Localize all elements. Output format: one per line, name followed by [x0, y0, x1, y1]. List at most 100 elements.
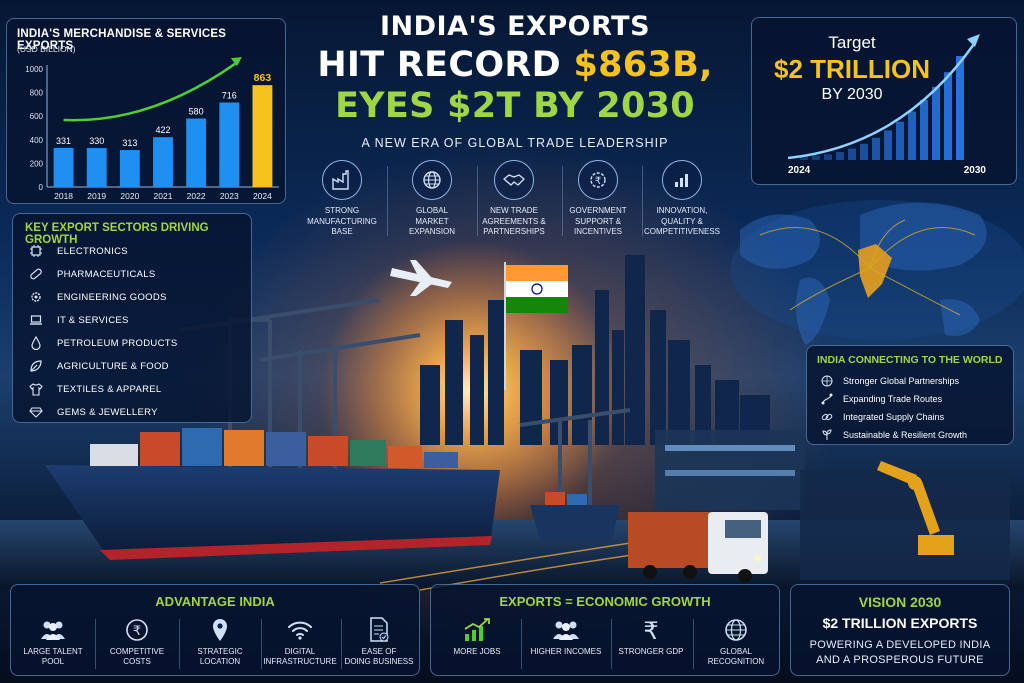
handshake-icon: [494, 160, 534, 200]
chart-title: INDIA'S MERCHANDISE & SERVICES EXPORTS: [17, 28, 227, 52]
growth-bar: [824, 154, 832, 160]
shirt-icon: [27, 380, 45, 398]
pillar-label: INCENTIVES: [573, 227, 622, 236]
x-tick-label: 2022: [187, 191, 206, 201]
growth-bar: [896, 121, 904, 160]
pillar-label: MANUFACTURING: [307, 216, 377, 226]
sectors-title: KEY EXPORT SECTORS DRIVING GROWTH: [25, 222, 209, 246]
svg-text:₹: ₹: [643, 617, 658, 643]
target-panel: Target $2 TRILLION BY 2030 2024 2030: [751, 17, 1017, 185]
economic-label: MORE JOBS: [453, 647, 501, 656]
x-tick-label: 2024: [253, 191, 272, 201]
chart-unit-label: (USD BILLION): [17, 44, 76, 54]
pillar-label: STRONG: [324, 206, 360, 215]
globe-icon: [695, 615, 777, 645]
connecting-item: Stronger Global Partnerships: [821, 375, 959, 387]
pillar-label: MARKET: [415, 216, 449, 226]
x-tick-label: 2021: [154, 191, 173, 201]
x-tick-label: 2023: [220, 191, 239, 201]
advantage-item: STRATEGIC LOCATION: [181, 615, 259, 667]
connecting-label: Expanding Trade Routes: [843, 394, 943, 404]
target-amount: $2 TRILLION: [773, 54, 930, 84]
vision-2030-panel: VISION 2030 $2 TRILLION EXPORTS POWERING…: [790, 584, 1010, 676]
airplane: [390, 260, 452, 296]
sector-item: ENGINEERING GOODS: [27, 288, 167, 306]
gear-icon: [27, 288, 45, 306]
connecting-label: Integrated Supply Chains: [843, 412, 945, 422]
globe-icon: [412, 160, 452, 200]
headline: INDIA'S EXPORTS HIT RECORD $863B, EYES $…: [300, 10, 730, 150]
y-tick-label: 0: [39, 183, 44, 192]
growth-bar: [932, 86, 940, 160]
sector-label: ENGINEERING GOODS: [57, 291, 167, 303]
advantage-item: EASE OF DOING BUSINESS: [339, 615, 419, 667]
export-sectors-panel: KEY EXPORT SECTORS DRIVING GROWTH ELECTR…: [12, 213, 252, 423]
robot-arm: [877, 461, 954, 555]
connecting-item: Sustainable & Resilient Growth: [821, 429, 967, 441]
pillar-government-support: ₹ GOVERNMENT SUPPORT & INCENTIVES: [556, 160, 640, 238]
economic-item: GLOBAL RECOGNITION: [695, 615, 777, 667]
vision-line: AND A PROSPEROUS FUTURE: [816, 654, 984, 666]
sector-label: PETROLEUM PRODUCTS: [57, 337, 178, 349]
wifi-icon: [257, 615, 343, 645]
growth-arrow-head: [967, 34, 980, 47]
bar-value-label: 330: [89, 136, 104, 146]
connecting-item: Integrated Supply Chains: [821, 411, 944, 423]
oil-drop-icon: [27, 334, 45, 352]
bar: [252, 85, 273, 187]
container-ship: [45, 428, 500, 560]
growth-bar: [884, 130, 892, 160]
sector-item: ELECTRONICS: [27, 242, 128, 260]
factory-icon: [322, 160, 362, 200]
y-tick-label: 400: [30, 136, 44, 145]
document-check-icon: [339, 615, 419, 645]
economic-label: GLOBAL: [719, 647, 752, 656]
trend-arrow-line: [63, 62, 237, 122]
rupee-icon: ₹: [611, 615, 691, 645]
sprout-icon: [821, 429, 833, 441]
pillar-label: PARTNERSHIPS: [483, 227, 545, 236]
sector-label: ELECTRONICS: [57, 245, 128, 257]
sector-label: IT & SERVICES: [57, 314, 129, 326]
pillar-label: SUPPORT &: [575, 216, 621, 226]
bar-value-label: 716: [222, 91, 237, 101]
exports-chart-panel: INDIA'S MERCHANDISE & SERVICES EXPORTS (…: [6, 18, 286, 204]
sector-item: PHARMACEUTICALS: [27, 265, 155, 283]
growth-bar: [908, 111, 916, 160]
economic-growth-panel: EXPORTS = ECONOMIC GROWTH MORE JOBS HIGH…: [430, 584, 780, 676]
growth-bar: [860, 143, 868, 160]
bar-chart-icon: [662, 160, 702, 200]
vision-line: POWERING A DEVELOPED INDIA: [809, 639, 991, 651]
economic-item: HIGHER INCOMES: [523, 615, 609, 657]
cargo-ship-small: [530, 492, 620, 540]
economic-label: STRONGER GDP: [618, 647, 684, 656]
bar-value-label: 863: [254, 72, 272, 84]
people-icon: [523, 615, 609, 645]
rupee-coin-icon: ₹: [97, 615, 177, 645]
advantage-item: ₹ COMPETITIVE COSTS: [97, 615, 177, 667]
world-map: [730, 200, 1024, 345]
pillar-label: GOVERNMENT: [569, 206, 627, 215]
target-growth-graphic: [787, 34, 980, 160]
bar: [219, 102, 240, 187]
pillar-label: GLOBAL: [415, 206, 448, 215]
headline-line-3: EYES $2T BY 2030: [335, 86, 695, 126]
leaf-icon: [27, 357, 45, 375]
sector-item: IT & SERVICES: [27, 311, 129, 329]
connecting-title: INDIA CONNECTING TO THE WORLD: [817, 354, 1003, 366]
vision-text: POWERING A DEVELOPED INDIA AND A PROSPERO…: [791, 638, 1009, 668]
pillar-label: BASE: [331, 227, 353, 236]
sector-label: GEMS & JEWELLERY: [57, 406, 158, 418]
target-start-year: 2024: [788, 165, 811, 176]
growth-bar: [812, 155, 820, 160]
sector-item: GEMS & JEWELLERY: [27, 403, 158, 421]
advantage-label: DOING BUSINESS: [344, 657, 414, 666]
growth-bar: [800, 156, 808, 160]
india-flag: [504, 262, 568, 390]
globe-icon: [821, 375, 833, 387]
economic-item: ₹ STRONGER GDP: [611, 615, 691, 657]
advantage-india-panel: ADVANTAGE INDIA LARGE TALENT POOL ₹ COMPE…: [10, 584, 420, 676]
gem-icon: [27, 403, 45, 421]
bar: [86, 148, 107, 187]
bar-value-label: 580: [189, 107, 204, 117]
